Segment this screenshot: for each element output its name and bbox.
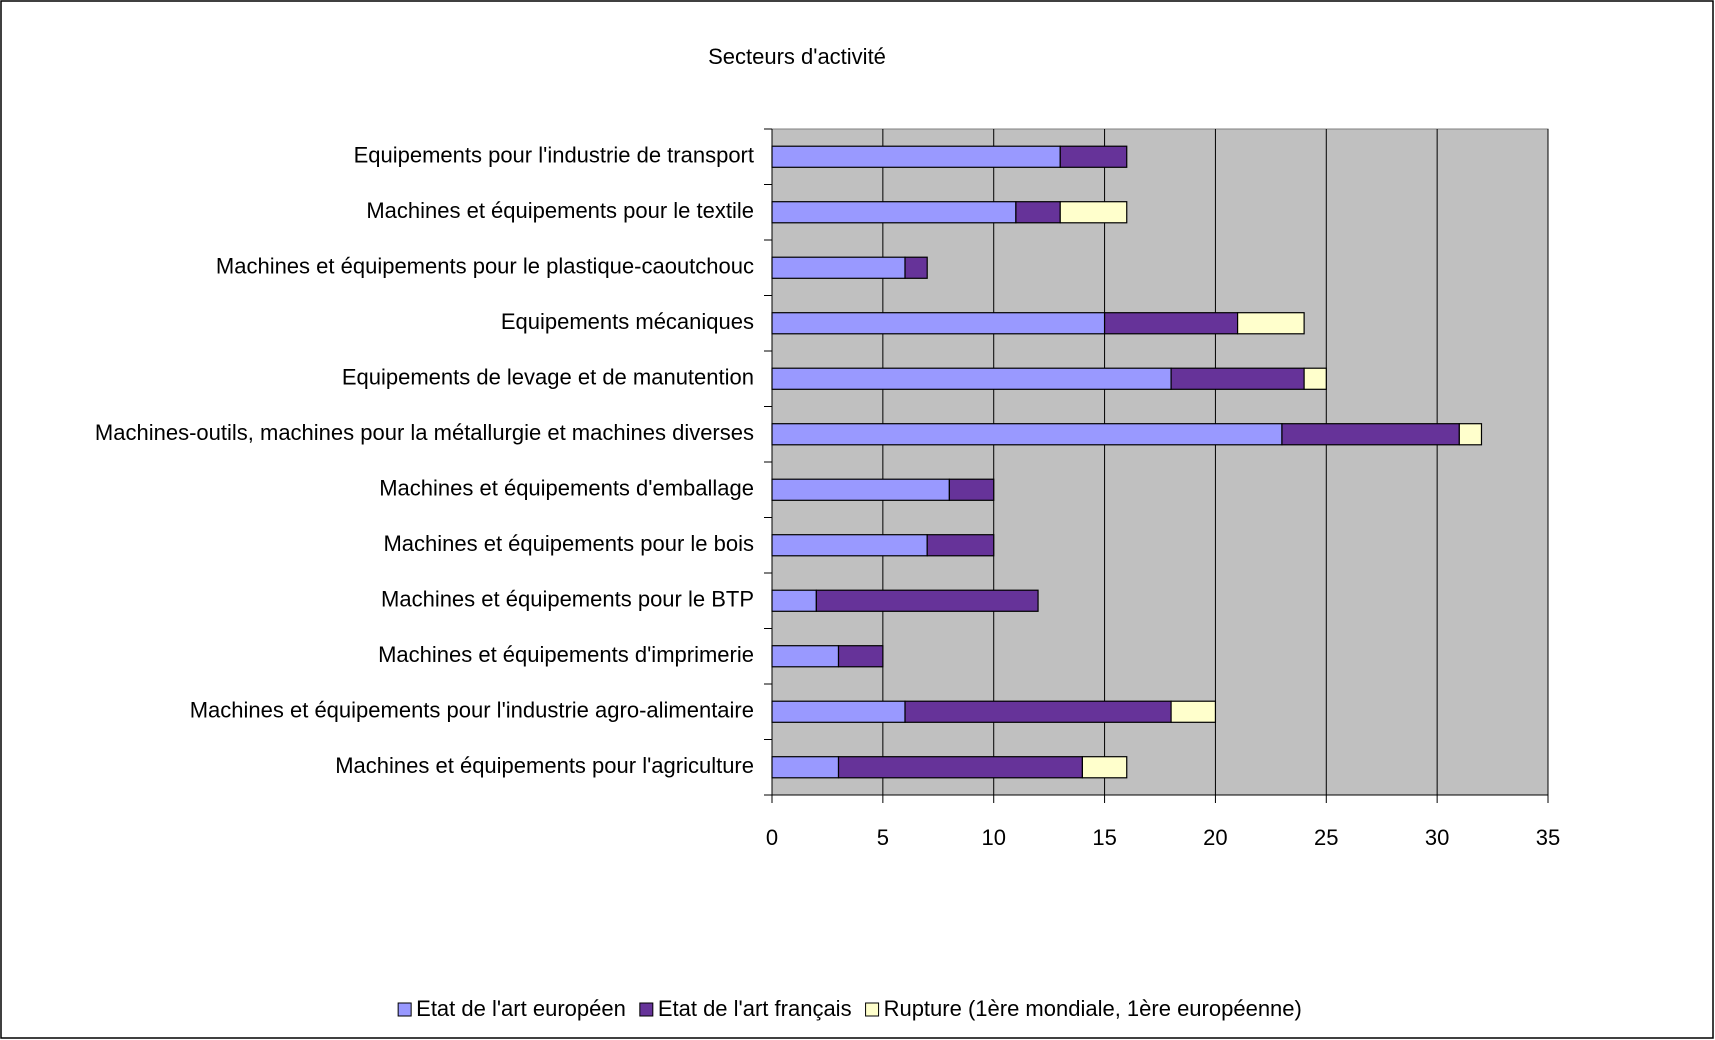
bar-segment	[1170, 700, 1217, 723]
x-tick-label: 25	[1314, 825, 1338, 850]
y-tick-label: Equipements de levage et de manutention	[342, 365, 754, 390]
legend-swatch	[865, 1002, 880, 1017]
bar-segment	[771, 145, 1061, 168]
y-tick-label: Machines et équipements pour le bois	[383, 531, 754, 556]
x-tick-label: 5	[877, 825, 889, 850]
bar-segment	[771, 700, 906, 723]
bar-segment	[1059, 201, 1128, 224]
legend-swatch	[639, 1002, 654, 1017]
bar-segment	[815, 589, 1039, 612]
y-tick-label: Machines et équipements d'emballage	[379, 476, 754, 501]
y-tick-label: Machines et équipements pour le plastiqu…	[216, 254, 754, 279]
y-tick-label: Machines et équipements pour le BTP	[381, 587, 754, 612]
legend-label: Etat de l'art français	[658, 996, 852, 1021]
bar-segment	[771, 201, 1017, 224]
x-tick-label: 10	[981, 825, 1005, 850]
bar-segment	[1015, 201, 1061, 224]
bar-segment	[1081, 756, 1128, 779]
x-tick-label: 30	[1425, 825, 1449, 850]
y-tick-label: Equipements mécaniques	[501, 309, 754, 334]
legend-swatch	[397, 1002, 412, 1017]
y-tick-label: Machines et équipements d'imprimerie	[378, 642, 754, 667]
bar-segment	[926, 534, 995, 557]
bar-segment	[1236, 312, 1305, 335]
bar-segment	[1103, 312, 1239, 335]
bar-segment	[771, 423, 1283, 446]
plot-area	[771, 128, 1549, 796]
bar-segment	[771, 256, 906, 279]
legend-label: Rupture (1ère mondiale, 1ère européenne)	[884, 996, 1302, 1021]
x-tick-label: 20	[1203, 825, 1227, 850]
bar-segment	[771, 312, 1106, 335]
bar-segment	[1281, 423, 1460, 446]
chart-title: Secteurs d'activité	[708, 44, 886, 69]
bar-segment	[837, 645, 884, 668]
y-tick-label: Equipements pour l'industrie de transpor…	[354, 143, 754, 168]
y-tick-label: Machines et équipements pour l'agricultu…	[335, 753, 754, 778]
bar-segment	[771, 756, 840, 779]
bar-segment	[948, 478, 995, 501]
bar-segment	[1170, 367, 1305, 390]
bar-segment	[837, 756, 1083, 779]
bar-segment	[1303, 367, 1327, 390]
bar-segment	[771, 589, 817, 612]
bar-segment	[771, 478, 950, 501]
bar-segment	[771, 645, 840, 668]
bar-segment	[1059, 145, 1128, 168]
x-tick-label: 15	[1092, 825, 1116, 850]
x-tick-label: 0	[766, 825, 778, 850]
bar-segment	[904, 256, 928, 279]
y-tick-label: Machines et équipements pour le textile	[366, 198, 754, 223]
bar-segment	[904, 700, 1172, 723]
y-tick-label: Machines-outils, machines pour la métall…	[95, 420, 754, 445]
bar-segment	[771, 534, 928, 557]
bar-segment	[1458, 423, 1483, 446]
bar-segment	[771, 367, 1172, 390]
x-tick-label: 35	[1536, 825, 1560, 850]
y-tick-label: Machines et équipements pour l'industrie…	[190, 698, 754, 723]
legend-label: Etat de l'art européen	[416, 996, 626, 1021]
